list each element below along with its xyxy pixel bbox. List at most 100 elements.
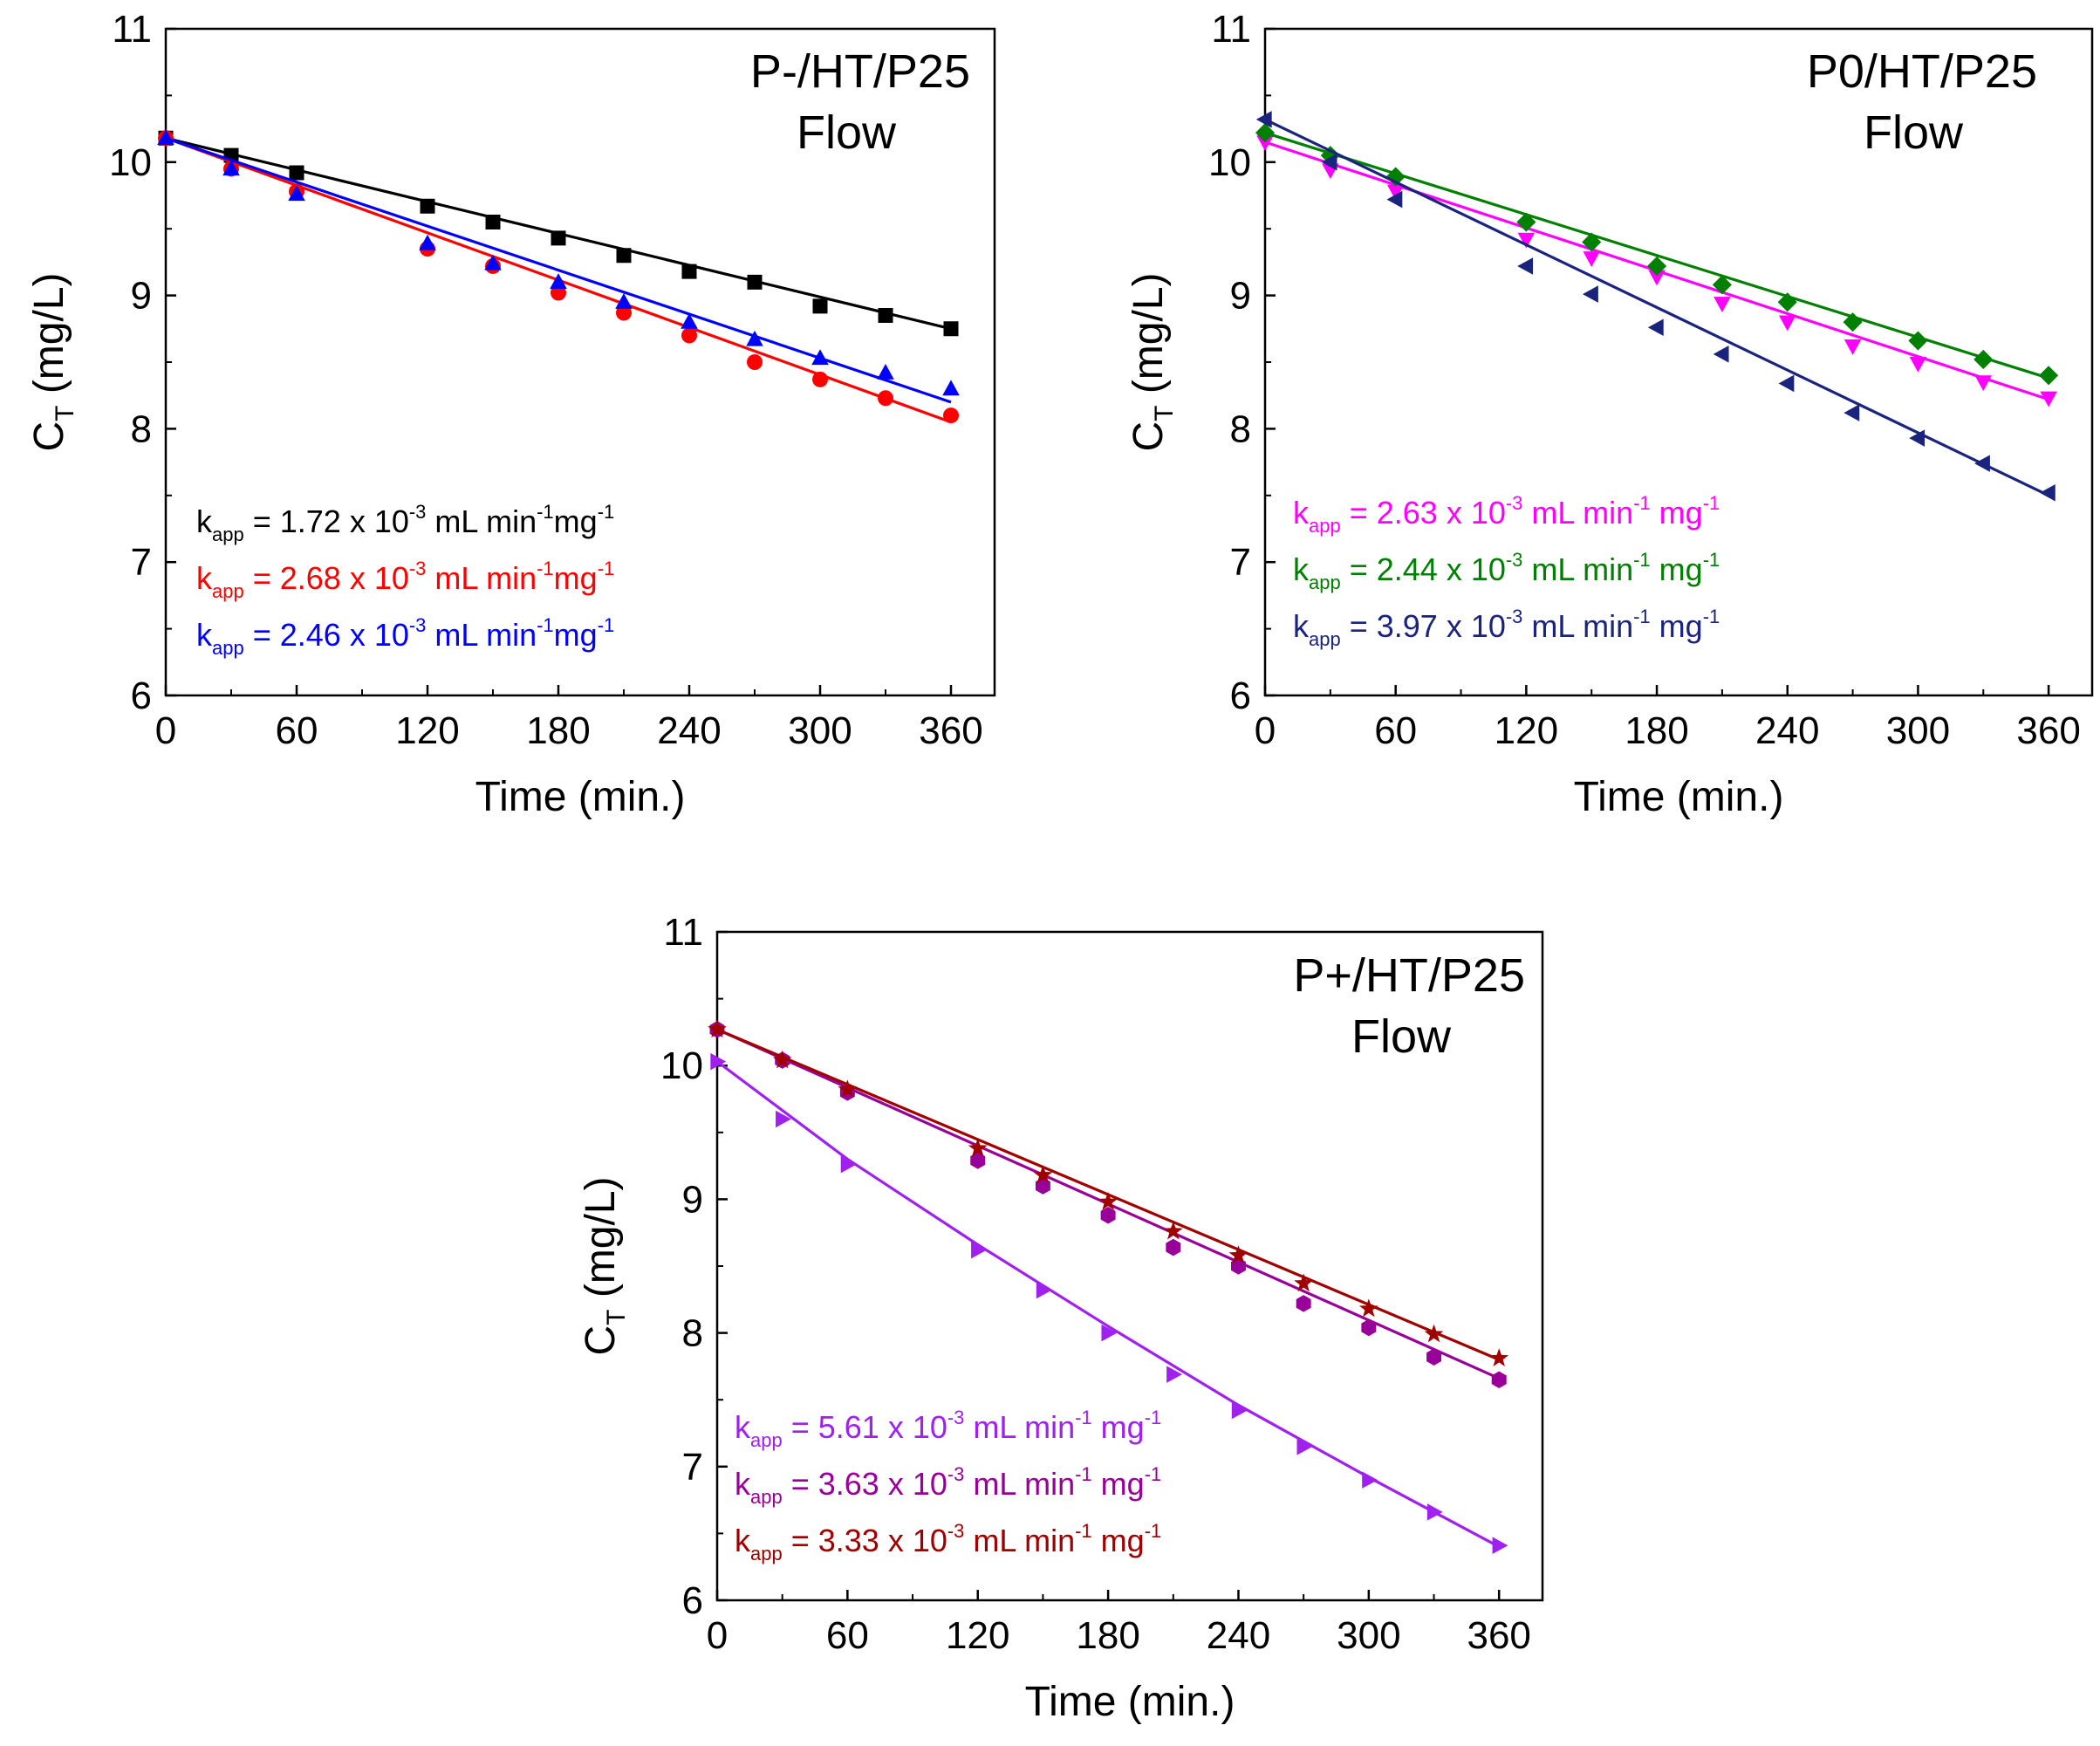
data-point xyxy=(1778,315,1796,332)
data-point xyxy=(1098,1191,1118,1210)
data-point xyxy=(1100,1207,1116,1224)
data-point xyxy=(1296,1438,1313,1455)
data-point xyxy=(811,349,829,366)
data-point xyxy=(1426,1348,1441,1366)
data-point xyxy=(1491,1371,1507,1388)
x-axis-label: Time (min.) xyxy=(1574,774,1784,820)
data-point xyxy=(1712,275,1732,295)
data-point xyxy=(1385,167,1406,187)
rate-annotation: kapp = 2.63 x 10-3 mL min-1 mg-1 xyxy=(1293,492,1720,537)
y-tick-label: 8 xyxy=(1230,407,1251,450)
x-tick-label: 360 xyxy=(919,709,982,752)
data-point xyxy=(747,354,763,370)
data-point xyxy=(616,305,632,321)
data-point xyxy=(1361,1318,1377,1337)
data-point xyxy=(1713,346,1729,363)
y-axis-label: CT (mg/L) xyxy=(1125,272,1179,451)
x-tick-label: 60 xyxy=(276,709,318,752)
data-point xyxy=(1255,111,1272,128)
y-axis-label: CT (mg/L) xyxy=(26,272,79,451)
data-point xyxy=(971,1241,987,1259)
data-point xyxy=(1714,297,1731,312)
rate-annotation: kapp = 3.97 x 10-3 mL min-1 mg-1 xyxy=(1293,606,1720,650)
x-tick-label: 360 xyxy=(2016,709,2080,752)
series-green xyxy=(1255,123,2059,386)
rate-annotation: kapp = 2.44 x 10-3 mL min-1 mg-1 xyxy=(1293,549,1720,593)
data-point xyxy=(1101,1324,1118,1342)
chart-panel-1: 0 60 120 180 240 300 360 6 7 8 9 10 11 Time (min.) CT … xyxy=(26,8,996,820)
series-blue xyxy=(157,129,960,404)
data-point xyxy=(1516,212,1536,232)
data-point xyxy=(1321,154,1337,171)
data-point xyxy=(1036,1281,1052,1299)
panel-subtitle: Flow xyxy=(797,106,897,159)
plot-frame xyxy=(1263,27,2094,697)
data-point xyxy=(1386,184,1405,201)
data-point xyxy=(878,308,893,324)
panel-subtitle: Flow xyxy=(1864,106,1964,159)
data-point xyxy=(1648,270,1666,286)
data-point xyxy=(708,1019,727,1038)
y-tick-label: 8 xyxy=(131,407,152,450)
data-point xyxy=(1256,135,1274,152)
x-axis-label: Time (min.) xyxy=(475,774,686,820)
y-tick-label: 10 xyxy=(109,141,152,184)
fit-line xyxy=(1264,118,2049,497)
data-point xyxy=(746,330,763,346)
chart-panel-3: 0 60 120 180 240 300 360 6 7 8 9 10 11 Time (min.) CT … xyxy=(578,911,1544,1725)
data-point xyxy=(1583,285,1598,303)
data-point xyxy=(485,215,501,230)
data-point xyxy=(1517,232,1536,249)
data-point xyxy=(1973,349,1994,369)
series-darkred xyxy=(708,1019,1509,1366)
y-tick-label: 7 xyxy=(1230,541,1251,584)
data-point xyxy=(968,1138,988,1157)
data-point xyxy=(1843,404,1860,421)
x-tick-label: 180 xyxy=(526,709,590,752)
data-point xyxy=(1033,1165,1053,1184)
panel-title: P0/HT/P25 xyxy=(1807,45,2037,98)
data-point xyxy=(1909,429,1926,447)
data-point xyxy=(1909,356,1927,373)
data-point xyxy=(681,264,697,279)
data-point xyxy=(812,298,828,314)
data-point xyxy=(1843,339,1862,355)
data-point xyxy=(1489,1348,1509,1366)
data-point xyxy=(1843,312,1863,332)
data-point xyxy=(812,371,828,387)
x-tick-label: 240 xyxy=(1755,709,1819,752)
data-point xyxy=(1647,318,1664,337)
data-point xyxy=(1517,257,1534,275)
y-tick-label: 6 xyxy=(682,1579,703,1622)
data-point xyxy=(1583,251,1600,268)
y-tick-label: 10 xyxy=(1208,141,1251,184)
data-point xyxy=(878,390,893,407)
data-point xyxy=(776,1110,791,1128)
data-point xyxy=(942,380,960,396)
data-point xyxy=(551,284,566,301)
x-tick-label: 0 xyxy=(707,1614,728,1657)
data-point xyxy=(551,230,566,246)
series-navy xyxy=(1255,111,2056,502)
y-tick-label: 11 xyxy=(1211,8,1251,51)
data-point xyxy=(1426,1503,1443,1521)
x-tick-label: 0 xyxy=(1255,709,1276,752)
data-point xyxy=(2039,366,2059,386)
data-point xyxy=(1035,1177,1050,1195)
data-point xyxy=(2040,391,2057,407)
data-point xyxy=(484,254,502,270)
rate-annotation: kapp = 1.72 x 10-3 mL min-1mg-1 xyxy=(196,501,614,545)
data-point xyxy=(943,407,959,424)
rate-annotation: kapp = 2.68 x 10-3 mL min-1mg-1 xyxy=(196,558,614,602)
data-point xyxy=(420,198,435,214)
data-point xyxy=(1974,375,1993,392)
y-tick-label: 9 xyxy=(131,275,152,318)
panel-subtitle: Flow xyxy=(1351,1010,1452,1063)
x-tick-label: 120 xyxy=(1495,709,1558,752)
data-point xyxy=(222,160,240,176)
y-axis-label: CT (mg/L) xyxy=(578,1176,631,1355)
y-tick-label: 8 xyxy=(682,1312,703,1355)
x-tick-label: 120 xyxy=(946,1614,1009,1657)
data-point xyxy=(840,1155,857,1174)
x-tick-label: 300 xyxy=(788,709,852,752)
